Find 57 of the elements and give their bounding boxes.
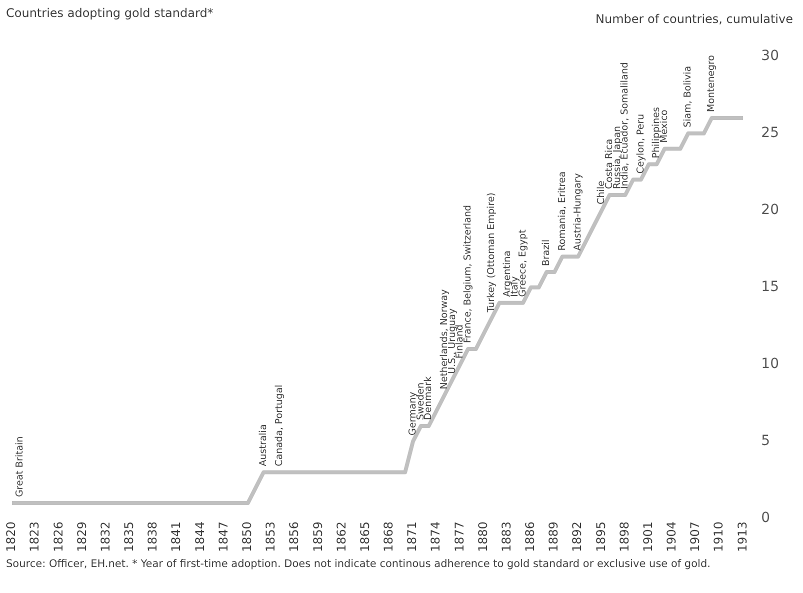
y-tick-label: 10 <box>761 356 780 372</box>
x-tick-label: 1883 <box>499 521 514 552</box>
x-tick-label: 1865 <box>358 521 372 552</box>
x-tick-label: 1877 <box>452 521 466 552</box>
annotation: Germany <box>407 391 418 436</box>
y-axis-title: Number of countries, cumulative <box>596 12 793 26</box>
x-tick-label: 1880 <box>476 521 490 552</box>
annotation: Australia <box>258 424 270 466</box>
x-tick-label: 1886 <box>523 521 538 552</box>
x-tick-label: 1820 <box>4 521 18 552</box>
y-tick-label: 0 <box>761 510 770 526</box>
x-tick-label: 1856 <box>287 521 302 552</box>
x-tick-label: 1859 <box>310 521 325 552</box>
x-tick-label: 1853 <box>264 521 278 552</box>
annotation: Canada, Portugal <box>274 384 285 466</box>
y-tick-label: 5 <box>761 433 770 450</box>
annotation: Great Britain <box>14 436 26 498</box>
x-tick-label: 1901 <box>640 521 655 552</box>
x-tick-label: 1835 <box>122 521 136 552</box>
annotation: France, Belgium, Switzerland <box>462 205 474 344</box>
annotation: Netherlands, Norway <box>438 288 450 390</box>
x-tick-label: 1841 <box>169 521 184 552</box>
x-tick-label: 1838 <box>146 521 160 552</box>
x-tick-label: 1871 <box>405 521 420 552</box>
annotation: Siam, Bolivia <box>682 66 694 128</box>
x-tick-label: 1889 <box>546 521 561 552</box>
y-tick-label: 30 <box>761 48 780 64</box>
x-tick-label: 1847 <box>216 521 230 552</box>
x-tick-label: 1823 <box>28 521 42 552</box>
x-tick-label: 1895 <box>594 521 608 552</box>
annotation: India, Ecuador, Somaliland <box>620 62 631 190</box>
annotation: Romania, Eritrea <box>556 171 568 251</box>
x-tick-label: 1826 <box>51 521 66 552</box>
x-tick-label: 1910 <box>712 521 726 552</box>
y-tick-label: 20 <box>761 202 780 218</box>
source-note: Source: Officer, EH.net. * Year of first-time adoption. Does not indicate continous adherence to gold standard or exclusive use of gold. <box>6 558 712 571</box>
chart-title: Countries adopting gold standard* <box>6 6 214 20</box>
x-tick-label: 1850 <box>240 521 254 552</box>
annotation: Denmark <box>423 376 434 420</box>
x-tick-label: 1832 <box>98 521 112 552</box>
x-tick-label: 1874 <box>428 521 443 552</box>
x-tick-label: 1868 <box>382 521 396 552</box>
annotation: Montenegro <box>706 54 718 112</box>
x-tick-label: 1844 <box>192 521 207 552</box>
annotation: Ceylon, Peru <box>635 114 646 174</box>
x-tick-label: 1907 <box>688 521 702 552</box>
x-tick-label: 1904 <box>664 521 679 552</box>
x-tick-label: 1913 <box>735 521 750 552</box>
y-tick-label: 25 <box>761 125 780 142</box>
annotation: Austria-Hungary <box>572 172 584 251</box>
x-tick-label: 1862 <box>334 521 348 552</box>
annotation: Turkey (Ottoman Empire) <box>486 192 498 314</box>
y-tick-label: 15 <box>761 279 780 296</box>
x-tick-label: 1829 <box>74 521 89 552</box>
x-tick-label: 1898 <box>617 521 632 552</box>
annotation: Brazil <box>541 240 552 266</box>
x-tick-label: 1892 <box>570 521 584 552</box>
